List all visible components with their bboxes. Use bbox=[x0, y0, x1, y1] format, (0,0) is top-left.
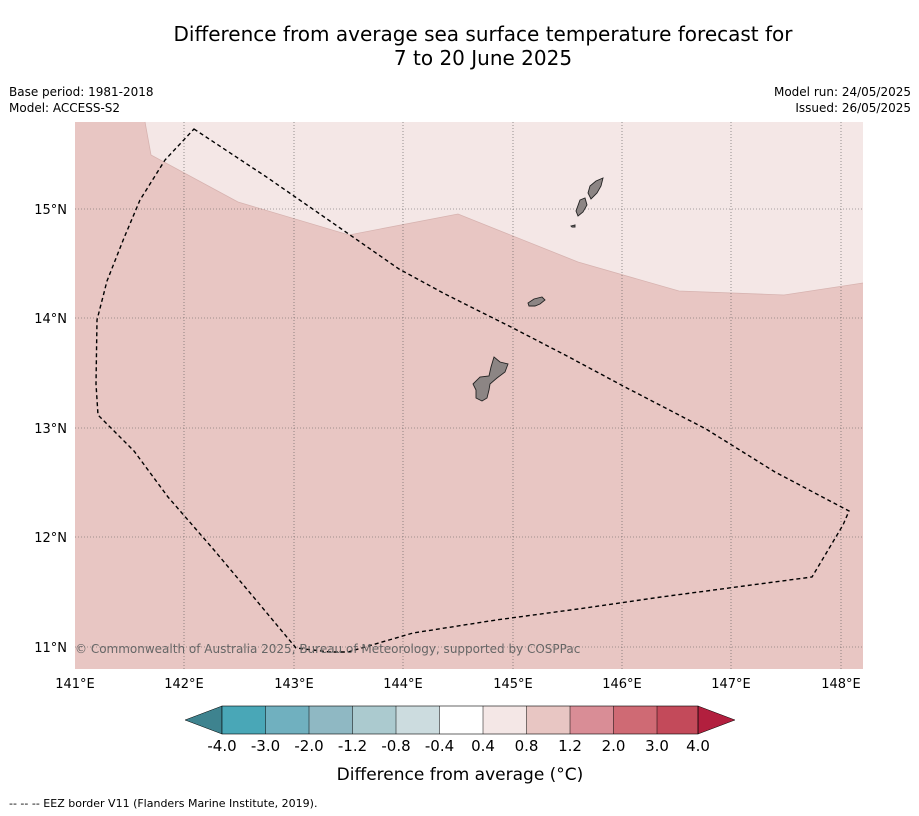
colorbar-segment bbox=[396, 706, 440, 734]
colorbar-tick: -0.8 bbox=[381, 737, 410, 755]
colorbar-segment bbox=[265, 706, 309, 734]
island-tinian bbox=[575, 197, 588, 217]
model-run: Model run: 24/05/2025 bbox=[773, 85, 911, 99]
lon-tick-labels: 141°E 142°E 143°E 144°E 145°E 146°E 147°… bbox=[55, 677, 861, 692]
lon-tick-label: 142°E bbox=[164, 677, 204, 692]
base-period: Base period: 1981-2018 bbox=[9, 85, 154, 99]
island-aguijan bbox=[570, 224, 576, 228]
lat-tick-label: 15°N bbox=[34, 203, 67, 218]
lon-tick-label: 148°E bbox=[821, 677, 861, 692]
anomaly-contour bbox=[144, 121, 864, 296]
colorbar-tick: 3.0 bbox=[645, 737, 669, 755]
map-panel: © Commonwealth of Australia 2025, Bureau… bbox=[75, 121, 864, 669]
colorbar-tick: -0.4 bbox=[425, 737, 454, 755]
map-title: Difference from average sea surface temp… bbox=[0, 22, 919, 70]
lon-tick-label: 147°E bbox=[711, 677, 751, 692]
model-name: Model: ACCESS-S2 bbox=[9, 101, 121, 115]
island-guam bbox=[472, 356, 509, 402]
colorbar-tick: -4.0 bbox=[207, 737, 236, 755]
colorbar-tick: -2.0 bbox=[294, 737, 323, 755]
colorbar-segment bbox=[439, 706, 483, 734]
island-saipan bbox=[587, 177, 604, 200]
colorbar-segment bbox=[352, 706, 396, 734]
colorbar-tick: 2.0 bbox=[602, 737, 626, 755]
title-line-2: 7 to 20 June 2025 bbox=[393, 46, 573, 70]
colorbar-segment bbox=[483, 706, 527, 734]
meta-right: Model run: 24/05/2025 Issued: 26/05/2025 bbox=[774, 84, 911, 116]
colorbar-segment bbox=[570, 706, 614, 734]
lon-tick-label: 146°E bbox=[602, 677, 642, 692]
lat-tick-labels: 15°N 14°N 13°N 12°N 11°N bbox=[34, 203, 67, 656]
colorbar-tick: 1.2 bbox=[558, 737, 582, 755]
eez-border bbox=[95, 128, 850, 653]
meta-left: Base period: 1981-2018 Model: ACCESS-S2 bbox=[9, 84, 154, 116]
lat-tick-label: 11°N bbox=[34, 641, 67, 656]
colorbar-over-arrow bbox=[697, 705, 736, 735]
colorbar-segment bbox=[526, 706, 570, 734]
colorbar: -4.0 -3.0 -2.0 -1.2 -0.8 -0.4 0.4 0.8 1.… bbox=[184, 705, 736, 785]
colorbar-tick: 0.8 bbox=[515, 737, 539, 755]
anomaly-fill-north bbox=[145, 122, 863, 295]
lon-tick-label: 143°E bbox=[274, 677, 314, 692]
eez-footnote: -- -- -- EEZ border V11 (Flanders Marine… bbox=[9, 797, 318, 810]
lat-tick-label: 14°N bbox=[34, 312, 67, 327]
title-line-1: Difference from average sea surface temp… bbox=[173, 22, 793, 46]
land bbox=[472, 177, 604, 402]
colorbar-tick: 0.4 bbox=[471, 737, 495, 755]
colorbar-dividers bbox=[265, 706, 658, 734]
colorbar-tick: -1.2 bbox=[338, 737, 367, 755]
colorbar-segment bbox=[309, 706, 353, 734]
colorbar-under-arrow bbox=[184, 705, 223, 735]
lon-tick-label: 141°E bbox=[55, 677, 95, 692]
copyright-notice: © Commonwealth of Australia 2025, Bureau… bbox=[75, 642, 580, 656]
lon-tick-label: 145°E bbox=[493, 677, 533, 692]
issued-date: Issued: 26/05/2025 bbox=[795, 101, 911, 115]
colorbar-segment bbox=[657, 706, 698, 734]
colorbar-tick: -3.0 bbox=[251, 737, 280, 755]
graticule bbox=[75, 122, 863, 669]
colorbar-tick-labels: -4.0 -3.0 -2.0 -1.2 -0.8 -0.4 0.4 0.8 1.… bbox=[207, 737, 710, 755]
lon-tick-label: 144°E bbox=[383, 677, 423, 692]
island-rota bbox=[527, 296, 546, 307]
colorbar-tick: 4.0 bbox=[686, 737, 710, 755]
lat-tick-label: 12°N bbox=[34, 531, 67, 546]
colorbar-outline bbox=[221, 705, 699, 735]
colorbar-segment bbox=[222, 706, 266, 734]
colorbar-label: Difference from average (°C) bbox=[337, 765, 584, 785]
colorbar-segment bbox=[613, 706, 657, 734]
lat-tick-label: 13°N bbox=[34, 422, 67, 437]
